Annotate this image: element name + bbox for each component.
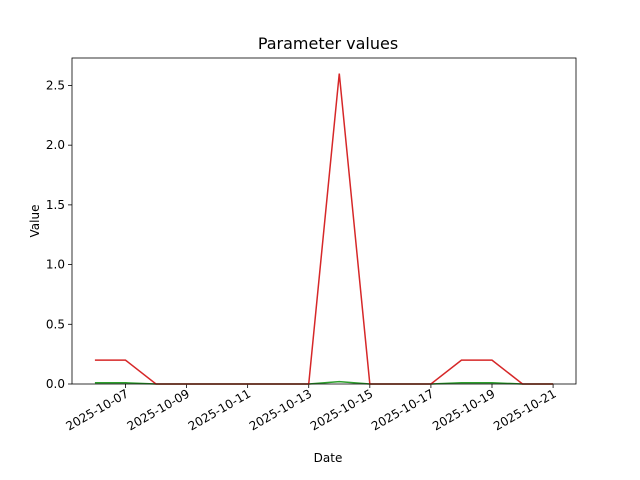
x-axis-label: Date <box>314 451 343 465</box>
y-tick-label: 2.5 <box>46 78 65 92</box>
x-tick-label: 2025-10-17 <box>369 386 436 433</box>
y-tick-label: 1.0 <box>46 258 65 272</box>
x-tick-label: 2025-10-19 <box>430 386 497 433</box>
chart-title: Parameter values <box>258 34 398 53</box>
y-axis-label: Value <box>28 205 42 238</box>
y-tick-label: 2.0 <box>46 138 65 152</box>
y-tick-label: 0.5 <box>46 317 65 331</box>
plot-frame <box>71 57 577 385</box>
y-tick-label: 1.5 <box>46 198 65 212</box>
x-tick-label: 2025-10-11 <box>186 386 253 433</box>
line <box>94 73 554 385</box>
x-tick-label: 2025-10-13 <box>247 386 314 433</box>
y-tick-label: 0.0 <box>46 377 65 391</box>
x-tick-label: 2025-10-09 <box>125 386 192 433</box>
x-tick-label: 2025-10-21 <box>491 386 558 433</box>
x-tick-label: 2025-10-07 <box>64 386 131 433</box>
x-tick-label: 2025-10-15 <box>308 386 375 433</box>
